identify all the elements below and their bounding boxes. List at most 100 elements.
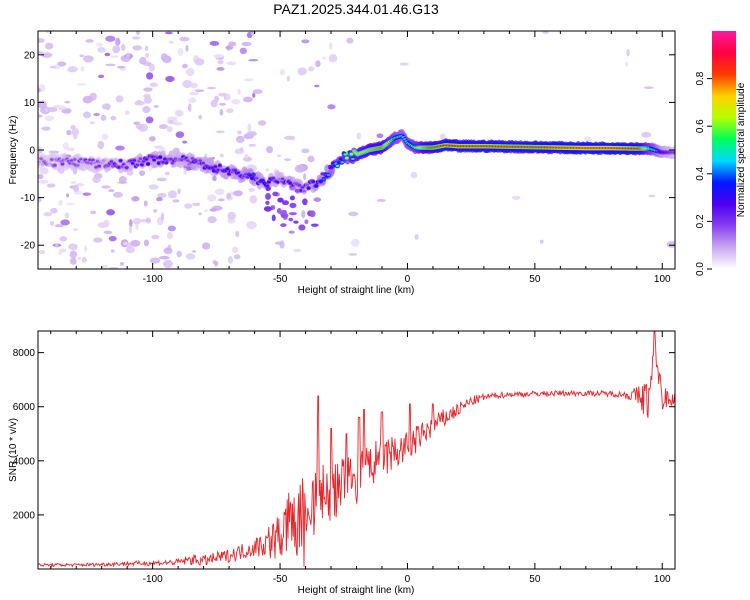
- spectrogram-ridge-core: [319, 180, 323, 183]
- spectrogram-ridge-core: [218, 164, 222, 167]
- spectrogram-noise-blob: [38, 114, 43, 118]
- figure-title: PAZ1.2025.344.01.46.G13: [273, 1, 439, 17]
- spectrogram-noise-blob: [38, 51, 44, 54]
- spectrogram-noise-blob: [289, 202, 297, 209]
- spectrogram-noise-blob: [73, 184, 80, 193]
- spectrogram-noise-blob: [246, 131, 257, 137]
- spectrogram-noise-blob: [143, 96, 152, 104]
- spectrogram-noise-blob: [244, 154, 249, 159]
- spectrogram-noise-blob: [132, 217, 142, 225]
- spectrogram-noise-blob: [90, 210, 97, 215]
- spectrogram-noise-blob: [310, 223, 319, 227]
- y-tick-label: 20: [24, 50, 36, 61]
- spectrogram-noise-blob: [66, 147, 75, 152]
- spectrogram-noise-blob: [166, 126, 173, 133]
- spectrogram-noise-blob: [328, 54, 338, 63]
- spectrogram-ridge-core: [164, 161, 169, 164]
- spectrogram-noise-blob: [173, 121, 183, 126]
- spectrogram-noise-blob: [153, 209, 158, 213]
- spectrogram-noise-blob: [54, 243, 59, 248]
- x-tick-label: 0: [405, 574, 411, 585]
- spectrogram-noise-blob: [135, 31, 141, 36]
- spectrogram-ridge-core: [124, 166, 129, 169]
- spectrogram-noise-blob: [167, 190, 177, 199]
- spectrogram-noise-blob: [313, 197, 322, 202]
- spectrogram-noise-blob: [177, 48, 184, 56]
- spectrogram-noise-blob: [216, 67, 225, 71]
- spectrogram-noise-blob: [145, 217, 151, 224]
- spectrogram-noise-blob: [235, 135, 245, 143]
- spectrogram-ridge-core: [338, 157, 343, 161]
- spectrogram-noise-blob: [39, 167, 49, 175]
- spectrogram-noise-blob: [70, 181, 77, 184]
- spectrogram-noise-blob: [293, 248, 302, 253]
- spectrogram-noise-blob: [216, 130, 225, 134]
- spectrogram-ridge-core: [225, 167, 230, 171]
- spectrogram-noise-blob: [237, 88, 241, 95]
- spectrogram-noise-blob: [143, 239, 150, 247]
- spectrogram-noise-blob: [164, 31, 173, 35]
- spectrogram-noise-blob: [101, 133, 109, 140]
- spectrogram-noise-blob: [189, 82, 198, 89]
- spectrogram-noise-blob: [235, 230, 240, 237]
- spectrogram-ridge-core: [326, 173, 331, 177]
- spectrogram-noise-blob: [212, 175, 217, 182]
- spectrogram-noise-blob: [198, 212, 202, 216]
- spectrogram-noise-blob: [38, 100, 47, 109]
- spectrogram-noise-blob: [122, 241, 128, 246]
- spectrogram-noise-blob: [126, 169, 134, 176]
- spectrogram-noise-blob: [204, 209, 209, 212]
- colorbar-tick-label: 0.4: [695, 166, 706, 180]
- spectrogram-noise-blob: [182, 79, 193, 89]
- spectrogram-ridge-core: [267, 180, 271, 184]
- colorbar-tick-label: 0.6: [695, 119, 706, 133]
- spectrogram-noise-blob: [41, 126, 51, 131]
- spectrogram-noise-blob: [288, 230, 295, 234]
- spectrogram-noise-blob: [265, 186, 271, 192]
- spectrogram-noise-blob: [227, 211, 237, 220]
- spectrogram-noise-blob: [289, 186, 296, 191]
- spectrogram-ridge-core: [48, 162, 53, 166]
- spectrogram-noise-blob: [228, 41, 237, 47]
- spectrogram-noise-blob: [77, 256, 82, 260]
- spectrogram-frame: [37, 30, 676, 270]
- spectrogram-noise-blob: [83, 111, 92, 119]
- x-tick-label: -50: [273, 274, 288, 285]
- y-tick-label: -10: [21, 193, 36, 204]
- spectrogram-noise-blob: [97, 74, 105, 79]
- spectrogram-noise-blob: [89, 121, 95, 125]
- colorbar-tick-label: 0.0: [695, 262, 706, 276]
- spectrogram-noise-blob: [67, 66, 78, 73]
- spectrogram-noise-blob: [192, 250, 197, 253]
- spectrogram-noise-blob: [105, 35, 116, 42]
- x-tick-label: -50: [273, 574, 288, 585]
- spectrogram-noise-blob: [125, 52, 131, 61]
- spectrogram-noise-blob: [248, 58, 259, 62]
- spectrogram-noise-blob: [233, 254, 241, 260]
- spectrogram-noise-blob: [626, 48, 630, 57]
- spectrogram-noise-blob: [219, 153, 224, 158]
- spectrogram-ridge-core: [322, 178, 326, 181]
- spectrogram-noise-blob: [46, 106, 58, 113]
- spectrogram-ridge-core: [138, 157, 143, 160]
- spectrogram-noise-blob: [175, 131, 185, 139]
- spectrogram-noise-blob: [225, 45, 234, 50]
- snr-panel: -100 -50 0 50 100 2000 4000 6000 8000 Height of …: [8, 330, 676, 596]
- spectrogram-noise-blob: [148, 184, 159, 190]
- spectrogram-noise-blob: [136, 99, 142, 105]
- spectrogram-ridge-core: [236, 171, 241, 175]
- x-tick-label: 50: [529, 274, 541, 285]
- spectrogram-ridge-core: [71, 162, 75, 165]
- spectrogram-noise-blob: [542, 31, 549, 34]
- spectrogram-noise-blob: [641, 131, 652, 138]
- spectrogram-noise-blob: [149, 257, 161, 264]
- spectrogram-ridge-core: [210, 166, 215, 169]
- spectrogram-ridge-core: [135, 163, 140, 167]
- colorbar-label: Normalized spectral amplitude: [736, 82, 747, 217]
- y-tick-label: 2000: [13, 510, 36, 521]
- spectrogram-noise-blob: [183, 167, 187, 175]
- spectrogram-noise-blob: [68, 243, 78, 251]
- spectrogram-noise-blob: [44, 115, 55, 121]
- spectrogram-noise-blob: [146, 72, 154, 80]
